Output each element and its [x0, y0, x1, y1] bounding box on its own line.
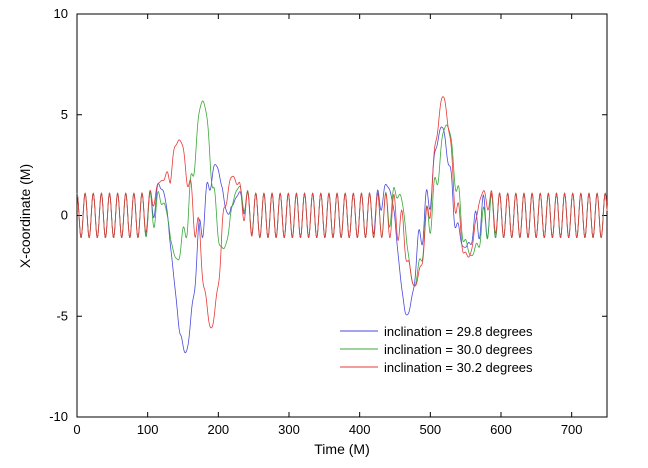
y-tick-label: 10 [54, 6, 68, 21]
x-tick-label: 200 [207, 422, 229, 437]
legend-label-1: inclination = 29.8 degrees [384, 324, 533, 339]
y-tick-label: 5 [61, 107, 68, 122]
y-tick-label: -5 [56, 308, 68, 323]
legend-label-2: inclination = 30.0 degrees [384, 342, 533, 357]
legend: inclination = 29.8 degrees inclination = … [340, 324, 533, 375]
y-axis-label: X-coordinate (M) [17, 164, 33, 268]
y-tick-label: 0 [61, 208, 68, 223]
axis-ticks: 0 100 200 300 400 500 600 700 -10 -5 0 5 10 [49, 6, 607, 437]
x-tick-label: 0 [73, 422, 80, 437]
series-lines [76, 96, 608, 354]
legend-label-3: inclination = 30.2 degrees [384, 360, 533, 375]
x-axis-label: Time (M) [314, 441, 369, 457]
series-line-1 [76, 126, 608, 354]
x-tick-label: 100 [137, 422, 159, 437]
x-tick-label: 500 [419, 422, 441, 437]
series-line-3 [76, 96, 608, 329]
x-tick-label: 400 [349, 422, 371, 437]
x-tick-label: 700 [561, 422, 583, 437]
x-tick-label: 600 [490, 422, 512, 437]
x-tick-label: 300 [278, 422, 300, 437]
y-tick-label: -10 [49, 409, 68, 424]
